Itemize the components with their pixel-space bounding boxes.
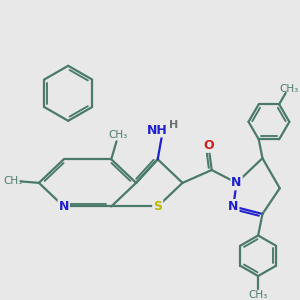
Text: N: N (228, 200, 238, 213)
Text: N: N (231, 176, 242, 189)
Text: CH₃: CH₃ (108, 130, 128, 140)
Text: CH₃: CH₃ (248, 290, 268, 300)
Text: O: O (203, 139, 214, 152)
Text: NH: NH (147, 124, 168, 137)
Text: CH₃: CH₃ (3, 176, 22, 186)
Text: CH₃: CH₃ (279, 84, 298, 94)
Text: S: S (153, 200, 162, 213)
Text: H: H (169, 120, 178, 130)
Text: N: N (58, 200, 69, 213)
